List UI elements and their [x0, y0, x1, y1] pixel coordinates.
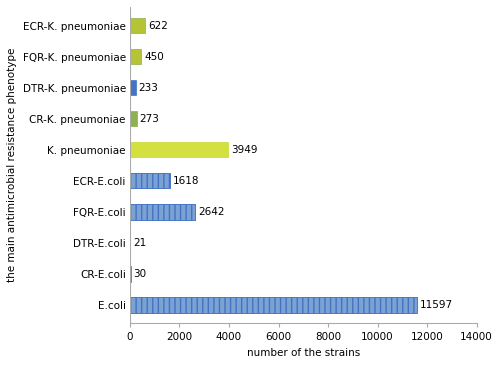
Bar [130, 173, 170, 188]
Bar [130, 49, 141, 64]
Bar [130, 80, 136, 95]
Y-axis label: the main antimicrobial resistance phenotype: the main antimicrobial resistance phenot… [7, 48, 17, 283]
Bar [130, 204, 196, 219]
Text: 2642: 2642 [198, 207, 225, 217]
Text: 21: 21 [134, 238, 146, 248]
Text: 11597: 11597 [420, 300, 454, 310]
Bar [130, 297, 417, 312]
X-axis label: number of the strains: number of the strains [246, 348, 360, 358]
Bar [130, 142, 228, 157]
Text: 1618: 1618 [173, 176, 200, 186]
Text: 30: 30 [134, 269, 147, 279]
Bar [130, 111, 136, 126]
Bar [130, 18, 146, 33]
Text: 622: 622 [148, 20, 168, 31]
Bar [130, 204, 196, 219]
Bar [130, 173, 170, 188]
Text: 3949: 3949 [230, 145, 257, 155]
Text: 233: 233 [138, 82, 158, 93]
Text: 273: 273 [140, 114, 160, 124]
Bar [130, 297, 417, 312]
Text: 450: 450 [144, 51, 164, 62]
